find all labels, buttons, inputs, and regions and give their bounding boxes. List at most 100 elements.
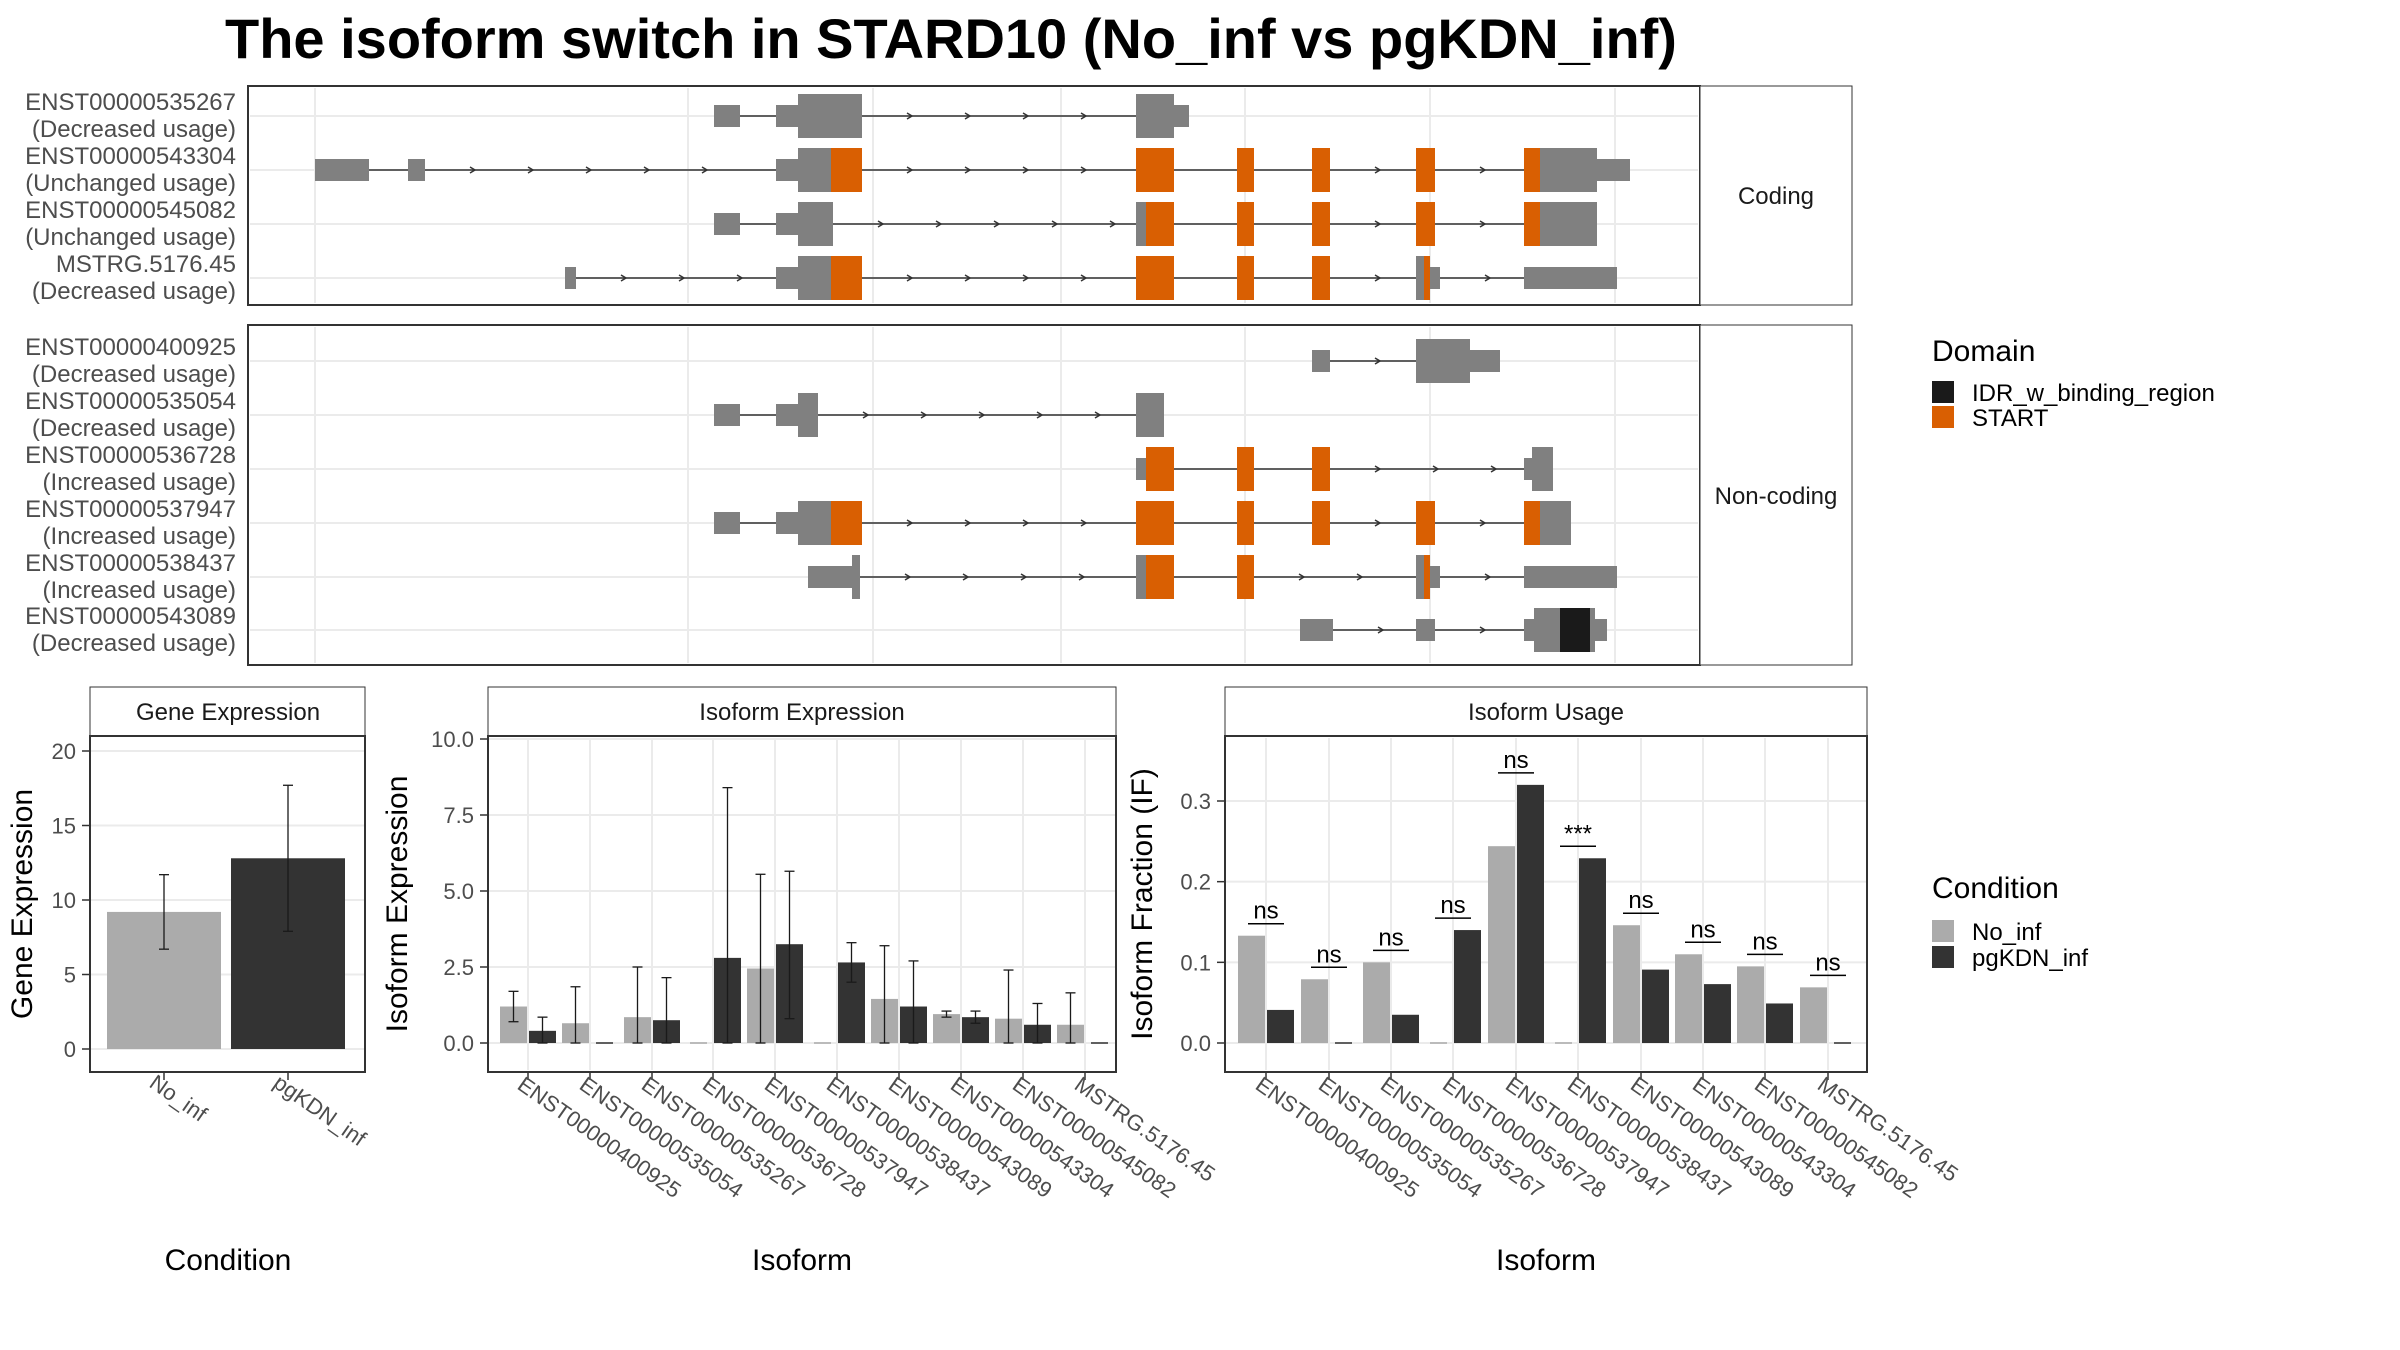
transcript-model-ENST00000535054 — [714, 393, 1164, 437]
start-domain-segment — [1524, 148, 1540, 192]
intron-arrow — [906, 112, 914, 120]
intron-arrow — [993, 220, 1001, 228]
y-tick-label: 5 — [64, 963, 76, 988]
isoform-expression-strip-title: Isoform Expression — [699, 699, 904, 726]
gene-expression-strip — [89, 686, 366, 737]
start-domain-segment — [1312, 501, 1330, 545]
intron-arrow — [643, 166, 651, 174]
cds-exon — [1416, 256, 1424, 300]
cds-exon — [798, 501, 831, 545]
utr-exon — [1312, 350, 1330, 372]
intron-arrow — [978, 411, 986, 419]
noncoding-facet-strip — [1699, 324, 1853, 666]
utr-exon — [776, 267, 798, 289]
cds-exon — [1540, 501, 1571, 545]
intron-arrow — [1377, 626, 1385, 634]
start-domain-segment — [1416, 202, 1435, 246]
noncoding-facet-panel — [247, 324, 1701, 666]
x-tick-label: pgKDN_inf — [269, 1070, 371, 1152]
coding-facet-label: Coding — [1738, 183, 1814, 210]
bar-pgKDN_inf-ENST00000535267 — [1392, 1014, 1419, 1043]
start-domain-segment — [1136, 256, 1174, 300]
domain-legend-title: Domain — [1932, 335, 2035, 368]
start-domain-segment — [1237, 202, 1254, 246]
gene-expression-strip-title: Gene Expression — [136, 699, 320, 726]
intron-arrow — [1078, 573, 1086, 581]
isoform-usage-chart: Isoform Usage 0.00.10.20.3ENST0000040092… — [1126, 686, 1963, 1277]
transcript-usage-label: (Increased usage) — [43, 577, 236, 604]
intron-arrow — [1479, 626, 1487, 634]
isoform-expression-ylabel: Isoform Expression — [381, 776, 414, 1033]
isoform-expression-chart: Isoform Expression 0.02.55.07.510.0ENST0… — [381, 686, 1220, 1277]
intron-arrow — [1374, 357, 1382, 365]
isoform-expression-strip — [487, 686, 1117, 737]
significance-label: ns — [1752, 928, 1777, 955]
utr-exon — [408, 159, 425, 181]
transcript-usage-label: (Decreased usage) — [32, 361, 236, 388]
transcript-id-label: ENST00000543304 — [25, 143, 236, 170]
bar-No_inf-ENST00000545082 — [1737, 966, 1764, 1043]
bar-No_inf-ENST00000400925 — [1238, 935, 1265, 1043]
intron-arrow — [1356, 573, 1364, 581]
utr-exon — [1597, 159, 1630, 181]
bar-No_inf-ENST00000543304 — [933, 1014, 960, 1043]
significance-label: *** — [1564, 820, 1592, 847]
no-inf-legend-label: No_inf — [1972, 919, 2042, 946]
isoform-usage-plot-area: 0.00.10.20.3ENST00000400925nsENST0000053… — [1180, 738, 1963, 1203]
start-domain-segment — [1312, 148, 1330, 192]
intron-arrow — [1080, 519, 1088, 527]
utr-exon — [1416, 619, 1435, 641]
intron-arrow — [1080, 166, 1088, 174]
y-tick-label: 0.0 — [1180, 1031, 1211, 1056]
isoform-usage-xlabel: Isoform — [1496, 1244, 1596, 1277]
intron-arrow — [906, 519, 914, 527]
significance-label: ns — [1440, 892, 1465, 919]
intron-arrow — [904, 573, 912, 581]
transcript-usage-label: (Decreased usage) — [32, 278, 236, 305]
start-legend-label: START — [1972, 405, 2049, 432]
utr-exon — [808, 566, 852, 588]
pgkdn-inf-legend-key — [1932, 946, 1954, 968]
utr-exon — [1524, 566, 1617, 588]
transcript-model-ENST00000543304 — [315, 148, 1630, 192]
intron-arrow — [527, 166, 535, 174]
isoform-expression-xlabel: Isoform — [752, 1244, 852, 1277]
bar-No_inf-ENST00000543304 — [1675, 954, 1702, 1043]
intron-arrow — [964, 112, 972, 120]
utr-exon — [1136, 458, 1146, 480]
bar-pgKDN_inf-ENST00000543304 — [1704, 984, 1731, 1043]
utr-exon — [1174, 105, 1189, 127]
start-domain-segment — [1136, 148, 1174, 192]
idr-legend-label: IDR_w_binding_region — [1972, 380, 2215, 407]
coding-facet-panel — [247, 85, 1701, 306]
cds-exon — [1136, 94, 1174, 138]
start-domain-segment — [831, 256, 862, 300]
significance-label: ns — [1378, 924, 1403, 951]
transcript-id-label: ENST00000535267 — [25, 89, 236, 116]
start-domain-segment — [1146, 202, 1174, 246]
bar-pgKDN_inf-ENST00000545082 — [1766, 1003, 1793, 1043]
transcript-usage-label: (Unchanged usage) — [25, 170, 236, 197]
intron-arrow — [1484, 274, 1492, 282]
cds-exon — [1532, 447, 1553, 491]
isoform-usage-strip-title: Isoform Usage — [1468, 699, 1624, 726]
transcript-model-ENST00000537947 — [714, 501, 1571, 545]
condition-legend: Condition No_inf pgKDN_inf — [1932, 872, 2088, 972]
start-domain-segment — [1524, 202, 1540, 246]
transcript-model-ENST00000535267 — [714, 94, 1189, 138]
start-legend-key — [1932, 406, 1954, 428]
intron-arrow — [736, 274, 744, 282]
intron-arrow — [1109, 220, 1117, 228]
start-domain-segment — [1524, 501, 1540, 545]
bar-pgKDN_inf-ENST00000543089 — [1642, 969, 1669, 1043]
y-tick-label: 7.5 — [443, 803, 474, 828]
bar-No_inf-ENST00000535267 — [1363, 962, 1390, 1043]
start-domain-segment — [831, 148, 862, 192]
transcript-model-MSTRG.5176.45 — [565, 256, 1617, 300]
y-tick-label: 15 — [52, 814, 76, 839]
utr-exon — [714, 512, 740, 534]
cds-exon — [798, 256, 831, 300]
start-domain-segment — [1237, 256, 1254, 300]
cds-exon — [798, 393, 818, 437]
